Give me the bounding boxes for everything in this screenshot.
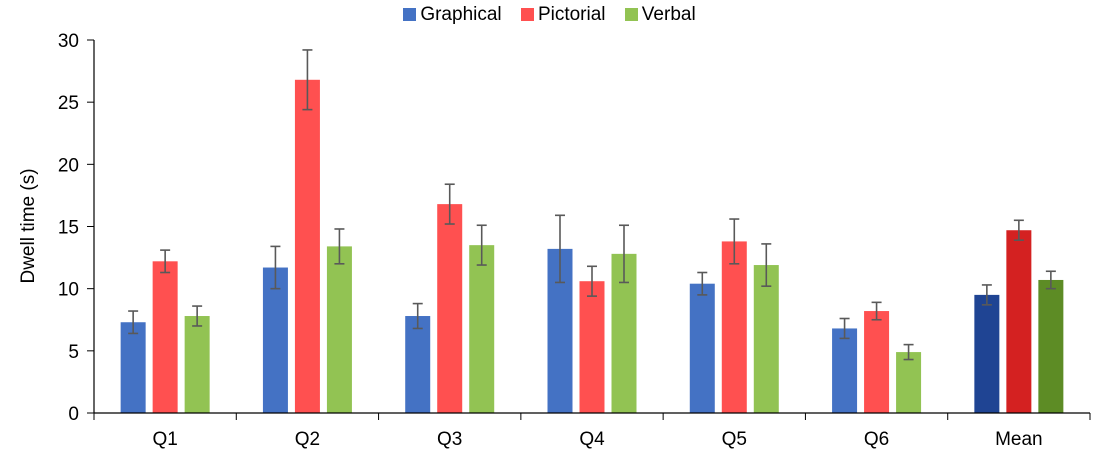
error-bar-graphical-q5 (697, 271, 708, 296)
bar-pictorial-mean (1006, 230, 1032, 413)
bar-graphical-q1 (120, 322, 146, 413)
y-tick-label: 30 (58, 31, 79, 52)
bar-verbal-q6 (896, 352, 922, 413)
legend-item-verbal[interactable]: Verbal (624, 4, 696, 26)
y-axis-title: Dwell time (s) (18, 168, 39, 283)
x-tick-label: Q1 (152, 429, 177, 450)
legend-label-verbal: Verbal (641, 4, 696, 25)
error-bar-graphical-q2 (270, 245, 281, 290)
error-bar-pictorial-q4 (587, 265, 597, 297)
error-bar-graphical-q3 (412, 302, 423, 330)
legend-label-graphical: Graphical (420, 4, 502, 25)
error-bar-graphical-q1 (128, 310, 139, 335)
legend-swatch-pictorial (520, 8, 534, 21)
bar-graphical-mean (974, 294, 1000, 413)
x-tick-label: Q6 (864, 429, 889, 450)
error-bar-pictorial-q1 (160, 249, 171, 274)
x-tick-label: Q4 (579, 429, 605, 450)
error-bar-verbal-q4 (619, 224, 629, 284)
axes-layer: Q1 Q2 Q3 Q4 Q5 Q6 Mean 0 5 10 15 20 25 30 (58, 31, 1091, 450)
y-tick-label: 15 (58, 218, 79, 239)
x-tick-label: Q2 (295, 429, 320, 450)
bar-verbal-q1 (184, 316, 210, 413)
bar-graphical-q6 (832, 328, 858, 413)
legend-swatch-verbal (624, 8, 638, 21)
bar-pictorial-q6 (864, 311, 890, 413)
bar-verbal-q3 (469, 245, 495, 413)
error-bar-pictorial-q3 (444, 183, 455, 225)
x-tick-label: Q5 (722, 429, 747, 450)
bar-pictorial-q2 (294, 79, 320, 413)
error-bar-verbal-q1 (192, 305, 203, 327)
error-bar-graphical-q6 (839, 317, 850, 340)
y-tick-label: 25 (58, 93, 79, 114)
error-bars-layer (128, 49, 1056, 361)
bar-pictorial-q1 (152, 261, 178, 413)
error-bar-verbal-mean (1045, 270, 1056, 290)
x-tick-label: Q3 (437, 429, 462, 450)
bar-pictorial-q4 (579, 281, 605, 413)
error-bar-pictorial-mean (1013, 219, 1024, 241)
error-bar-pictorial-q5 (729, 218, 740, 265)
error-bar-pictorial-q2 (302, 49, 313, 111)
error-bar-verbal-q6 (903, 343, 914, 361)
error-bar-verbal-q3 (476, 224, 487, 266)
x-tick-label: Mean (995, 429, 1043, 450)
bars-layer (120, 79, 1064, 413)
bar-verbal-mean (1038, 279, 1064, 413)
legend-swatch-graphical (403, 8, 417, 21)
legend-item-graphical[interactable]: Graphical (403, 4, 502, 26)
error-bar-verbal-q5 (761, 243, 772, 287)
bar-graphical-q5 (689, 283, 715, 413)
legend: Graphical Pictorial Verbal (0, 4, 1099, 26)
bar-graphical-q3 (405, 316, 431, 413)
error-bar-graphical-q4 (555, 214, 565, 284)
error-bar-pictorial-q6 (871, 301, 882, 321)
legend-label-pictorial: Pictorial (537, 4, 606, 25)
legend-item-pictorial[interactable]: Pictorial (520, 4, 606, 26)
bar-pictorial-q5 (721, 241, 747, 413)
bar-verbal-q5 (753, 265, 779, 413)
bar-graphical-q2 (262, 267, 288, 413)
error-bar-graphical-mean (981, 284, 992, 306)
y-tick-label: 5 (68, 342, 79, 363)
y-tick-label: 20 (58, 155, 79, 176)
error-bar-verbal-q2 (334, 228, 345, 265)
y-tick-label: 0 (68, 404, 79, 425)
bar-verbal-q2 (326, 246, 352, 413)
bar-pictorial-q3 (437, 204, 463, 413)
y-tick-label: 10 (58, 280, 79, 301)
